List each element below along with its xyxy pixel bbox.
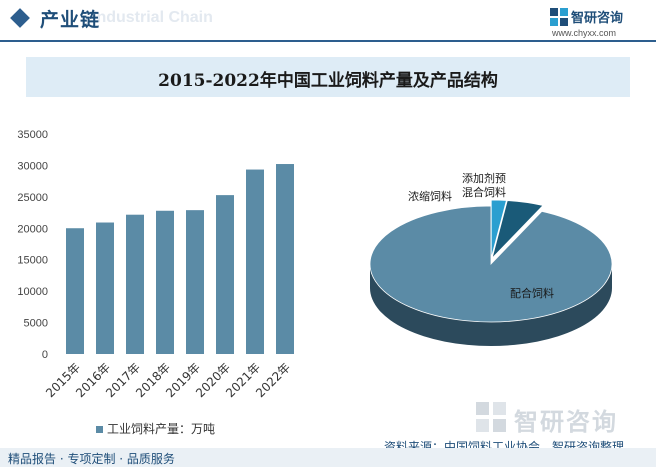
y-tick-label: 5000 [24,318,48,330]
bar [96,222,114,354]
watermark-text: 智研咨询 [514,408,618,436]
pie-slice-additive-premix [490,199,507,259]
chart-title-banner: 2015-2022年中国工业饲料产量及产品结构 [26,57,630,97]
bar-chart: 050001000015000200002500030000350002015年… [17,129,294,400]
legend-swatch [96,426,103,433]
header-diamond-icon [10,8,30,28]
watermark: 智研咨询 [474,400,634,436]
y-tick-label: 15000 [17,255,48,267]
bar [66,228,84,354]
bar [186,210,204,354]
chart-title: 2015-2022年中国工业饲料产量及产品结构 [158,71,498,91]
bar [276,164,294,354]
footer-services: 精品报告 · 专项定制 · 品质服务 [8,452,175,466]
watermark-logo-icon [476,402,506,432]
y-tick-label: 35000 [17,129,48,141]
y-tick-label: 25000 [17,192,48,204]
brand-logo: 智研咨询 www.chyxx.com [550,6,646,38]
brand-logo-icon [550,8,568,26]
legend-label: 工业饲料产量：万吨 [107,422,216,436]
y-tick-label: 30000 [17,160,48,172]
y-tick-label: 20000 [17,223,48,235]
header-divider [0,40,656,42]
header-title: 产业链 [40,9,101,31]
bar [126,214,144,354]
y-tick-label: 0 [42,349,48,361]
bar [216,195,234,354]
pie-slice-compound-feed [370,205,613,323]
bar-legend: 工业饲料产量：万吨 [96,420,215,437]
bar [246,169,264,354]
pie-side-wall [370,264,612,346]
page-footer: 精品报告 · 专项定制 · 品质服务 [0,448,656,467]
pie-label-additive-premix: 添加剂预混合饲料 [462,171,506,199]
pie-label-compound-feed: 配合饲料 [510,286,554,300]
y-tick-label: 10000 [17,286,48,298]
pie-slice-concentrated-feed [491,200,544,260]
header-background-word: Industrial Chain [92,9,213,26]
page-header: Industrial Chain 产业链 [0,0,656,42]
brand-url: www.chyxx.com [552,28,617,38]
bar [156,210,174,354]
pie-label-concentrated-feed: 浓缩饲料 [408,189,452,203]
brand-name: 智研咨询 [571,11,624,26]
